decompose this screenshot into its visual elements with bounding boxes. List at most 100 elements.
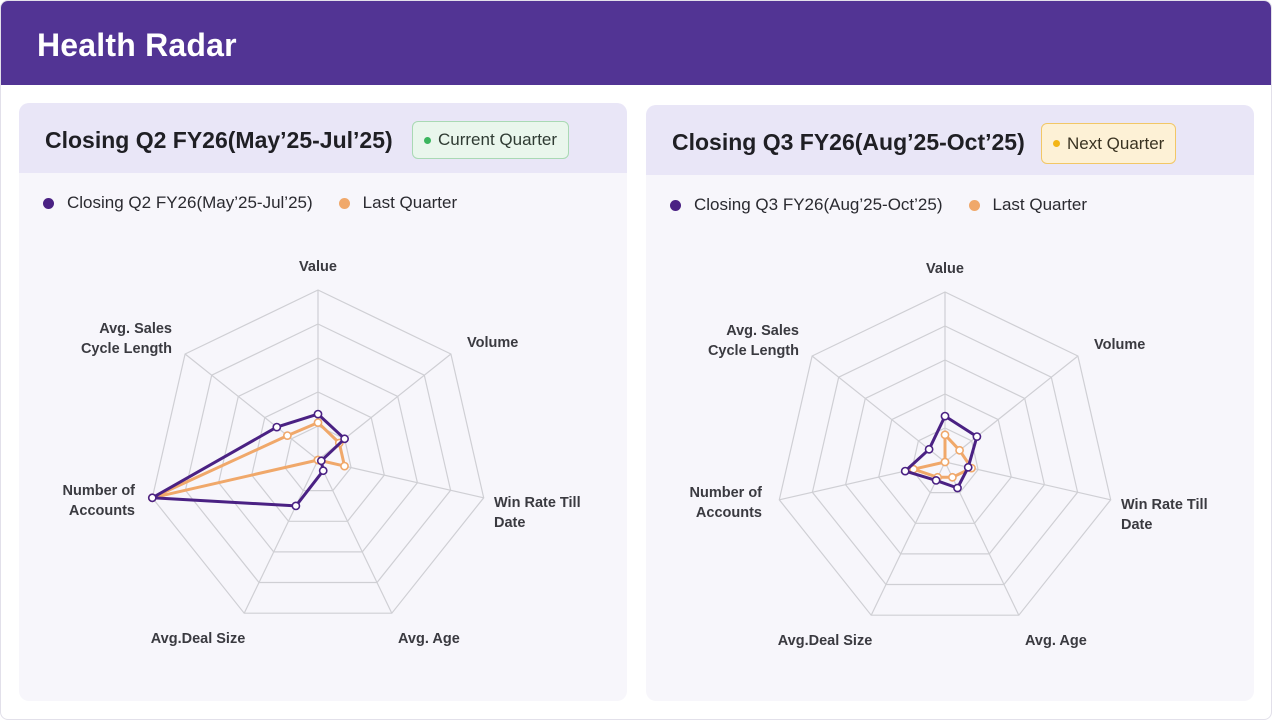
legend-item-current[interactable]: Closing Q2 FY26(May’25-Jul’25) [43, 193, 313, 213]
grid-ring [217, 357, 419, 553]
grid-spoke [184, 353, 319, 461]
axis-label-line: Win Rate Till [494, 495, 581, 511]
chart-legend: Closing Q3 FY26(Aug’25-Oct’25) Last Quar… [670, 195, 1113, 215]
legend-marker-icon [338, 197, 350, 209]
legend-label: Closing Q3 FY26(Aug’25-Oct’25) [694, 195, 943, 214]
grid-spoke [870, 461, 946, 616]
data-point-current [313, 409, 323, 419]
axis-label-line: Volume [1094, 337, 1145, 353]
axis-label-line: Avg.Deal Size [778, 633, 873, 649]
data-point-last-quarter [313, 418, 323, 427]
grid-ring [811, 325, 1079, 586]
grid-ring [284, 425, 352, 492]
status-dot-icon [424, 136, 431, 144]
grid-ring [151, 289, 485, 614]
data-point-current [147, 493, 157, 503]
app-header: Health Radar [1, 1, 1271, 85]
card-header: Closing Q2 FY26(May’25-Jul’25) Current Q… [19, 103, 627, 173]
axis-label-line: Accounts [696, 505, 762, 521]
data-point-current [900, 466, 910, 476]
axis-label: Volume [1094, 337, 1145, 353]
radar-card-next: Closing Q3 FY26(Aug’25-Oct’25) Next Quar… [646, 105, 1254, 701]
axis-label-line: Avg. Sales [726, 323, 799, 339]
data-point-last-quarter [282, 431, 292, 440]
data-point-last-quarter [340, 461, 349, 471]
data-point-last-quarter [940, 457, 950, 467]
data-point-current [953, 483, 962, 493]
axis-label: Number of Accounts [690, 485, 763, 521]
data-point-last-quarter [955, 445, 964, 455]
card-title: Closing Q3 FY26(Aug’25-Oct’25) [672, 129, 1025, 155]
axis-label: Value [926, 261, 964, 277]
axis-label-line: Value [299, 259, 337, 275]
axis-label-line: Avg.Deal Size [151, 631, 246, 647]
axis-label: Avg.Deal Size [778, 633, 873, 649]
data-point-current [318, 466, 328, 476]
axis-label: Volume [467, 335, 518, 351]
axis-label-line: Cycle Length [81, 341, 172, 357]
legend-label: Last Quarter [362, 193, 458, 212]
grid-spoke [811, 355, 946, 463]
chart-legend: Closing Q2 FY26(May’25-Jul’25) Last Quar… [43, 193, 483, 213]
legend-marker-icon [968, 199, 980, 211]
series-line-current [903, 414, 979, 490]
axis-label: Value [299, 259, 337, 275]
grid-ring [778, 291, 1112, 616]
data-point-current [924, 444, 934, 454]
axis-label: Win Rate Till Date [494, 495, 581, 531]
card-header: Closing Q3 FY26(Aug’25-Oct’25) Next Quar… [646, 105, 1254, 175]
axis-label: Win Rate Till Date [1121, 497, 1208, 533]
next-quarter-badge: Next Quarter [1041, 123, 1177, 164]
axis-label-line: Accounts [69, 503, 135, 519]
grid-ring [184, 323, 452, 584]
radar-card-current: Closing Q2 FY26(May’25-Jul’25) Current Q… [19, 103, 627, 701]
legend-item-last-quarter[interactable]: Last Quarter [338, 193, 458, 213]
data-point-last-quarter [947, 472, 957, 482]
status-dot-icon [1053, 140, 1060, 147]
data-point-current [316, 456, 326, 466]
series-line-current [150, 412, 347, 508]
app-title: Health Radar [37, 27, 237, 63]
data-point-current [931, 475, 941, 485]
axis-label: Avg. Sales Cycle Length [708, 323, 799, 359]
radar-chart: Value Volume Win Rate Till Date Avg. Age Avg.… [690, 261, 1208, 649]
badge-label: Next Quarter [1067, 133, 1165, 153]
axis-label: Avg. Age [398, 631, 460, 647]
axis-label: Avg.Deal Size [151, 631, 246, 647]
data-point-current [940, 411, 950, 421]
grid-ring [844, 359, 1046, 555]
data-point-current [972, 432, 982, 441]
axis-label-line: Date [1121, 517, 1152, 533]
data-point-current [963, 462, 973, 472]
axis-label: Number of Accounts [63, 483, 136, 519]
current-quarter-badge: Current Quarter [412, 121, 570, 159]
axis-label-line: Avg. Age [1025, 633, 1087, 649]
axis-label-line: Number of [63, 483, 136, 499]
data-point-current [340, 434, 349, 444]
axis-label: Avg. Age [1025, 633, 1087, 649]
grid-spoke [317, 459, 393, 614]
axis-label-line: Volume [467, 335, 518, 351]
axis-label-line: Value [926, 261, 964, 277]
axis-label: Avg. Sales Cycle Length [81, 321, 172, 357]
legend-item-current[interactable]: Closing Q3 FY26(Aug’25-Oct’25) [670, 195, 943, 215]
legend-marker-icon [670, 199, 681, 211]
axis-label-line: Cycle Length [708, 343, 799, 359]
legend-marker-icon [43, 197, 54, 209]
grid-ring [911, 427, 979, 494]
badge-label: Current Quarter [438, 130, 558, 149]
legend-label: Last Quarter [992, 195, 1088, 214]
grid-spoke [944, 355, 1079, 463]
legend-item-last-quarter[interactable]: Last Quarter [968, 195, 1088, 215]
card-title: Closing Q2 FY26(May’25-Jul’25) [45, 127, 393, 153]
grid-ring [251, 391, 385, 522]
axis-label-line: Avg. Sales [99, 321, 172, 337]
axis-label-line: Date [494, 515, 525, 531]
data-point-current [272, 422, 282, 432]
data-point-current [291, 501, 301, 511]
legend-label: Closing Q2 FY26(May’25-Jul’25) [67, 193, 313, 212]
grid-spoke [243, 459, 319, 614]
radar-chart: Value Volume Win Rate Till Date Avg. Age Avg.… [63, 259, 581, 647]
axis-label-line: Avg. Age [398, 631, 460, 647]
